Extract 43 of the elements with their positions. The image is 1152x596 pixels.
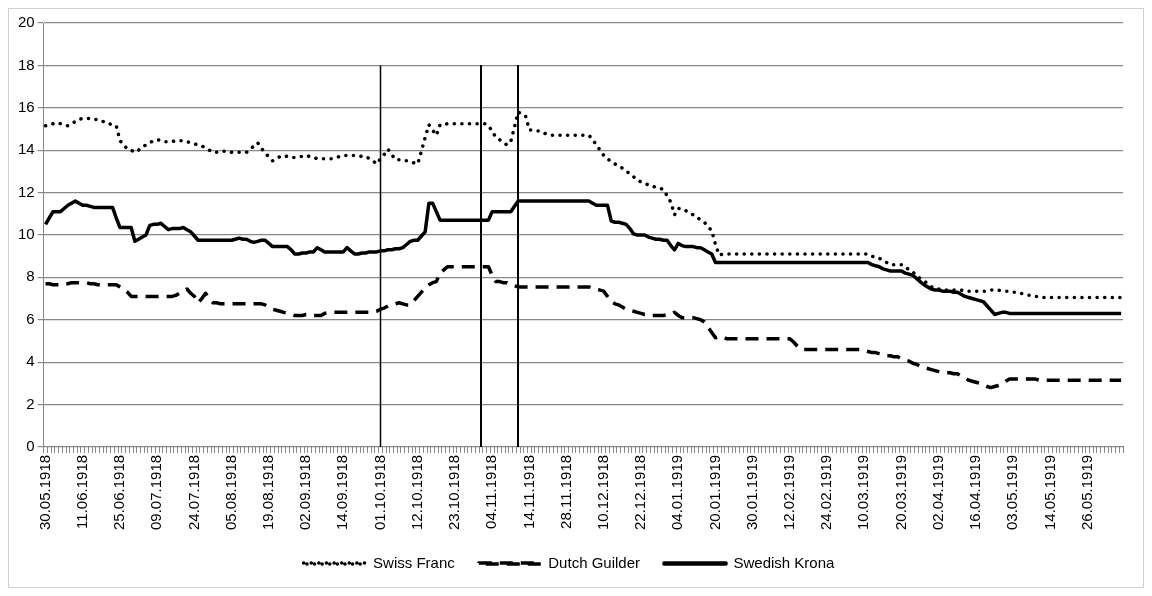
x-tick-label: 01.10.1918 <box>370 454 388 530</box>
x-tick-label: 20.03.1919 <box>891 454 909 530</box>
y-tick-label: 6 <box>26 309 35 327</box>
y-tick-label: 20 <box>18 13 35 31</box>
y-tick-label: 14 <box>18 140 35 158</box>
x-tick-label: 14.05.1919 <box>1040 454 1058 530</box>
x-tick-label: 02.04.1919 <box>928 454 946 530</box>
y-tick-label: 4 <box>26 352 35 370</box>
x-tick-label: 23.10.1918 <box>445 454 463 530</box>
x-tick-label: 12.10.1918 <box>407 454 425 530</box>
x-tick-label: 24.02.1919 <box>817 454 835 530</box>
x-tick-label: 14.11.1918 <box>519 454 537 529</box>
legend-label: Swiss Franc <box>373 553 456 571</box>
y-tick-label: 16 <box>18 97 35 115</box>
x-tick-label: 09.07.1918 <box>147 454 165 530</box>
y-tick-label: 8 <box>26 267 35 285</box>
x-tick-label: 22.12.1918 <box>631 454 649 530</box>
y-tick-label: 12 <box>18 182 35 200</box>
x-tick-label: 26.05.1919 <box>1077 454 1095 530</box>
x-tick-label: 19.08.1918 <box>258 454 276 530</box>
x-tick-label: 04.01.1919 <box>668 454 686 530</box>
x-tick-label: 10.12.1918 <box>593 454 611 530</box>
x-tick-label: 05.08.1918 <box>221 454 239 530</box>
x-tick-label: 30.05.1918 <box>35 454 53 530</box>
x-tick-label: 04.11.1918 <box>482 454 500 529</box>
x-tick-label: 10.03.1919 <box>854 454 872 530</box>
x-tick-label: 20.01.1919 <box>705 454 723 530</box>
y-tick-label: 18 <box>18 55 35 73</box>
x-tick-label: 03.05.1919 <box>1003 454 1021 530</box>
legend-label: Swedish Krona <box>733 553 836 571</box>
x-tick-label: 16.04.1919 <box>966 454 984 530</box>
x-tick-label: 25.06.1918 <box>110 454 128 530</box>
y-tick-label: 0 <box>26 437 35 455</box>
x-tick-label: 14.09.1918 <box>333 454 351 530</box>
x-tick-label: 24.07.1918 <box>184 454 202 530</box>
y-tick-label: 2 <box>26 394 35 412</box>
x-tick-label: 12.02.1919 <box>780 454 798 530</box>
x-tick-label: 11.06.1918 <box>72 454 90 529</box>
x-tick-label: 02.09.1918 <box>296 454 314 530</box>
x-tick-label: 30.01.1919 <box>742 454 760 530</box>
legend-label: Dutch Guilder <box>548 553 641 571</box>
y-tick-label: 10 <box>18 225 35 243</box>
x-tick-label: 28.11.1918 <box>556 454 574 529</box>
